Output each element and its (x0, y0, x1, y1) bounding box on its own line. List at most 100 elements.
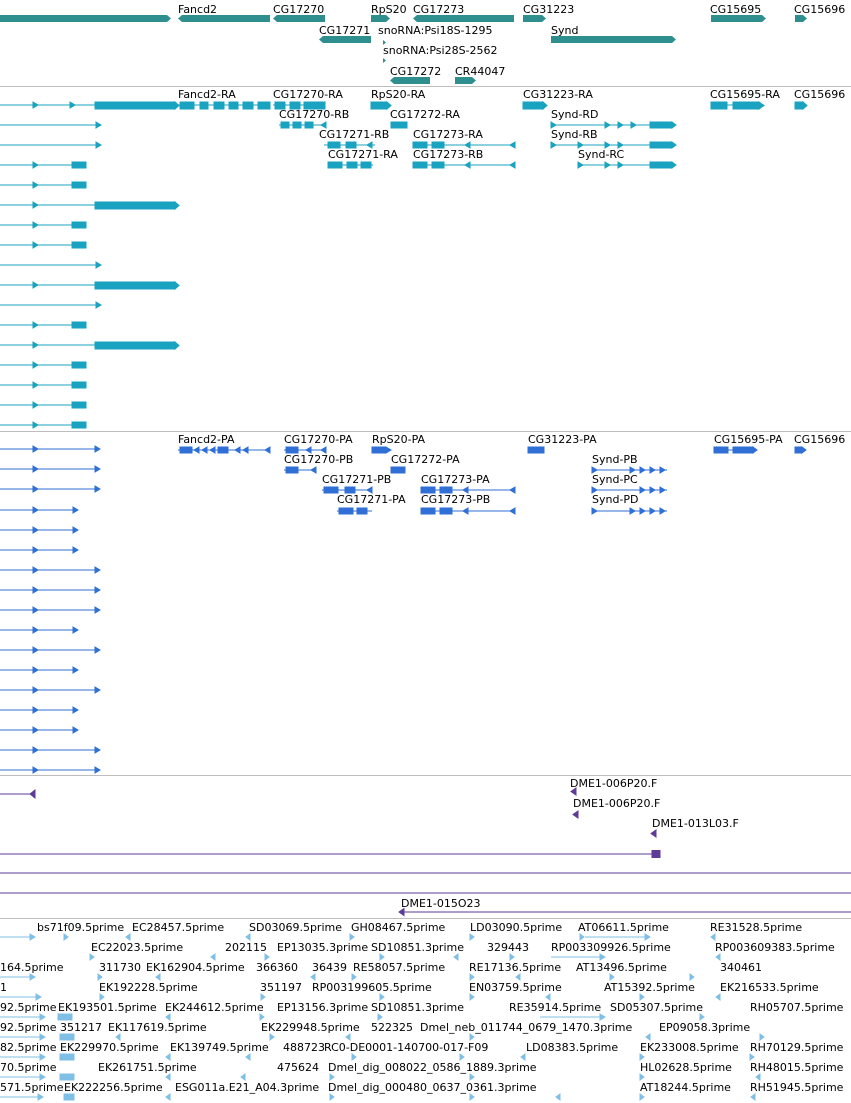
est-label: 475624 (277, 1061, 319, 1074)
gene-feature-cg17272[interactable] (390, 77, 430, 84)
protein-label: Fancd2-PA (178, 433, 235, 446)
gene-label: CG17272 (390, 65, 442, 78)
protein-label: CG17273-PA (421, 473, 490, 486)
protein-label: CG31223-PA (528, 433, 597, 446)
est-label: AT18244.5prime (640, 1081, 731, 1094)
est-label: EK261751.5prime (98, 1061, 197, 1074)
est-label: RE17136.5prime (469, 961, 562, 974)
est-label: 351197 (260, 981, 302, 994)
protein-track-glyphs (0, 445, 807, 774)
est-label: RP003199605.5prime (312, 981, 432, 994)
transcript-track-glyphs (0, 100, 808, 429)
transcript-label: CG15696 (794, 88, 846, 101)
est-label: EK229970.5prime (60, 1041, 159, 1054)
est-label: RP003309926.5prime (551, 941, 671, 954)
est-label: 571.5prime (0, 1081, 64, 1094)
gene-feature-snorna-psi28s[interactable] (383, 58, 386, 63)
est-label: 82.5prime (0, 1041, 57, 1054)
transcript-label: RpS20-RA (371, 88, 426, 101)
gene-label: RpS20 (371, 3, 407, 16)
est-label: RH05707.5prime (750, 1001, 844, 1014)
protein-label: CG17273-PB (421, 493, 491, 506)
est-label: RH48015.5prime (750, 1061, 844, 1074)
bac-label: DME1-013L03.F (652, 817, 739, 830)
est-label: EC28457.5prime (132, 921, 225, 934)
protein-label: CG15696 (794, 433, 846, 446)
gene-label: snoRNA:Psi18S-1295 (378, 24, 493, 37)
gene-label: CR44047 (455, 65, 506, 78)
est-label: 366360 (256, 961, 298, 974)
protein-label: CG17271-PA (337, 493, 406, 506)
gene-label: Fancd2 (178, 3, 218, 16)
est-label: EK162904.5prime (146, 961, 245, 974)
est-label: Dmel_neb_011744_0679_1470.3prime (420, 1021, 633, 1034)
gene-label: CG31223 (523, 3, 575, 16)
est-label: 202115 (225, 941, 267, 954)
gene-feature-cg17271[interactable] (319, 36, 371, 43)
transcript-label: Synd-RC (578, 148, 625, 161)
est-label: 70.5prime (0, 1061, 57, 1074)
gene-feature-cg17270[interactable] (273, 15, 325, 22)
gene-feature-cr44047[interactable] (455, 77, 476, 84)
est-label: 488723 (283, 1041, 325, 1054)
gene-feature-snorna-psi18s[interactable] (383, 40, 386, 45)
est-label: SD10851.3prime (371, 941, 464, 954)
transcript-label: CG17271-RB (319, 128, 390, 141)
transcript-label: CG17272-RA (390, 108, 460, 121)
est-label: 351217 (60, 1021, 102, 1034)
est-label: Dmel_dig_008022_0586_1889.3prime (328, 1061, 537, 1074)
gene-feature-fancd2[interactable] (178, 15, 270, 22)
est-label: AT15392.5prime (604, 981, 695, 994)
est-label: 164.5prime (0, 961, 64, 974)
est-label: 36439 (312, 961, 347, 974)
est-label: Dmel_dig_000480_0637_0361.3prime (328, 1081, 537, 1094)
gene-feature-cg31223[interactable] (523, 15, 546, 22)
est-label: EK193501.5prime (58, 1001, 157, 1014)
est-track-glyphs (0, 933, 765, 1101)
gene-feature-cg15695[interactable] (711, 15, 766, 22)
transcript-label: CG17273-RB (413, 148, 484, 161)
est-label: GH08467.5prime (351, 921, 446, 934)
est-label: RP003609383.5prime (715, 941, 835, 954)
transcript-label: CG17273-RA (413, 128, 483, 141)
track-separator (0, 918, 851, 919)
est-label: EK233008.5prime (640, 1041, 739, 1054)
est-label: RH51945.5prime (750, 1081, 844, 1094)
bac-label: DME1-006P20.F (573, 797, 661, 810)
gene-feature-cg17273[interactable] (413, 15, 514, 22)
est-label: RE35914.5prime (509, 1001, 602, 1014)
protein-label: CG17270-PA (284, 433, 353, 446)
est-label: RH70129.5prime (750, 1041, 844, 1054)
est-label: EK117619.5prime (108, 1021, 207, 1034)
est-label: 1 (0, 981, 7, 994)
est-label: EK192228.5prime (99, 981, 198, 994)
gene-feature-left[interactable] (0, 15, 171, 22)
transcript-label: CG17270-RA (273, 88, 343, 101)
est-label: LD03090.5prime (470, 921, 563, 934)
bac-label: DME1-015O23 (401, 897, 481, 910)
est-label: 329443 (487, 941, 529, 954)
est-label: ESG011a.E21_A04.3prime (175, 1081, 320, 1094)
protein-label: CG15695-PA (714, 433, 783, 446)
est-label: EK222256.5prime (64, 1081, 163, 1094)
transcript-label: Synd-RD (551, 108, 599, 121)
gene-feature-rps20[interactable] (371, 15, 390, 22)
gene-track-glyphs (0, 15, 807, 84)
est-label: 92.5prime (0, 1001, 57, 1014)
transcript-label: Synd-RB (551, 128, 598, 141)
protein-label: Synd-PB (592, 453, 638, 466)
est-label: EP13035.3prime (277, 941, 369, 954)
est-label: EP13156.3prime (277, 1001, 369, 1014)
est-label: EC22023.5prime (91, 941, 184, 954)
protein-label: Synd-PC (592, 473, 638, 486)
bac-label: DME1-006P20.F (570, 777, 658, 790)
track-separator (0, 431, 851, 432)
gene-label: snoRNA:Psi28S-2562 (383, 44, 498, 57)
transcript-label: CG17270-RB (279, 108, 350, 121)
gene-feature-cg15696[interactable] (795, 15, 807, 22)
gene-feature-synd[interactable] (551, 36, 676, 43)
gene-label: Synd (551, 24, 579, 37)
est-label: EK216533.5prime (720, 981, 819, 994)
transcript-label: Fancd2-RA (178, 88, 236, 101)
transcript-label: CG31223-RA (523, 88, 593, 101)
